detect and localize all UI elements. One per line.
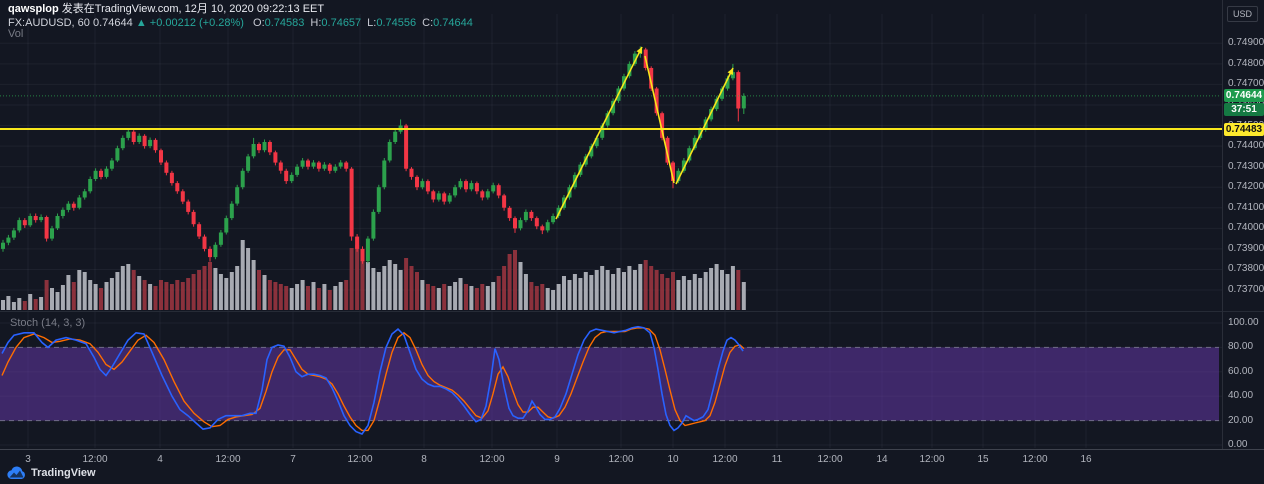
ohlc-value: 0.74556 bbox=[376, 17, 417, 29]
publication-info: 发表在TradingView.com, 12月 10, 2020 09:22:1… bbox=[61, 3, 325, 15]
time-axis-label: 14 bbox=[876, 454, 888, 465]
price-axis-label: 0.73800 bbox=[1228, 263, 1264, 275]
stoch-axis-label: 40.00 bbox=[1228, 390, 1254, 402]
time-axis-label: 4 bbox=[157, 454, 163, 465]
grid bbox=[0, 14, 1222, 448]
time-axis-label: 12:00 bbox=[479, 454, 505, 465]
ohlc-label: O: bbox=[253, 17, 265, 29]
stoch-axis-label: 80.00 bbox=[1228, 341, 1254, 353]
stoch-band bbox=[0, 346, 1219, 422]
publication-header: qawsplop 发表在TradingView.com, 12月 10, 202… bbox=[8, 3, 473, 30]
alert-line-price-badge: 0.74483 bbox=[1224, 122, 1264, 136]
symbol-ohlc-row: FX:AUDUSD, 60 0.74644 ▲ +0.00212 (+0.28%… bbox=[8, 17, 473, 30]
price-axis-label: 0.74800 bbox=[1228, 57, 1264, 69]
price-axis-label: 0.74200 bbox=[1228, 181, 1264, 193]
stoch-lines bbox=[1, 325, 745, 435]
ohlc-label: H: bbox=[310, 17, 322, 29]
candlestick-series[interactable] bbox=[1, 46, 746, 264]
price-axis-label: 0.74700 bbox=[1228, 78, 1264, 90]
tradingview-cloud-icon bbox=[7, 466, 25, 480]
price-axis-label: 0.74300 bbox=[1228, 160, 1264, 172]
stoch-axis-label: 60.00 bbox=[1228, 365, 1254, 377]
price-axis-label: 0.74000 bbox=[1228, 222, 1264, 234]
time-axis-label: 16 bbox=[1080, 454, 1092, 465]
stoch-axis-label: 0.00 bbox=[1228, 439, 1248, 450]
price-axis-label: 0.73900 bbox=[1228, 242, 1264, 254]
time-axis-label: 9 bbox=[554, 454, 560, 465]
trend-line-drawings[interactable] bbox=[555, 46, 734, 220]
time-axis-label: 3 bbox=[25, 454, 31, 465]
time-axis-label: 12:00 bbox=[712, 454, 738, 465]
last-price: 0.74644 bbox=[92, 17, 133, 29]
stoch-axis-label: 100.00 bbox=[1228, 317, 1259, 328]
ohlc-label: L: bbox=[367, 17, 377, 29]
volume-indicator-label[interactable]: Vol bbox=[8, 28, 24, 40]
stoch-indicator-label[interactable]: Stoch (14, 3, 3) bbox=[10, 317, 86, 329]
ohlc-value: 0.74657 bbox=[321, 17, 362, 29]
price-lines[interactable] bbox=[0, 95, 1222, 131]
time-axis-label: 8 bbox=[421, 454, 427, 465]
stoch-axis-label: 20.00 bbox=[1228, 414, 1254, 426]
currency-button[interactable]: USD bbox=[1227, 6, 1259, 22]
publication-byline: qawsplop 发表在TradingView.com, 12月 10, 202… bbox=[8, 3, 473, 16]
tradingview-logo-text: TradingView bbox=[31, 467, 96, 479]
time-axis-label: 15 bbox=[977, 454, 989, 465]
volume-bars[interactable] bbox=[1, 240, 746, 310]
time-axis[interactable]: 3 12:00 4 12:00 7 12:00 8 12:00 9 12:00 10 12:00 11 1… bbox=[0, 449, 1264, 468]
ohlc-label: C: bbox=[422, 17, 434, 29]
symbol-interval[interactable]: FX:AUDUSD, 60 bbox=[8, 17, 90, 29]
time-axis-label: 12:00 bbox=[82, 454, 108, 465]
time-axis-label: 12:00 bbox=[817, 454, 843, 465]
time-axis-label: 12:00 bbox=[608, 454, 634, 465]
up-arrow-icon: ▲ bbox=[135, 17, 147, 29]
last-price-badge: 0.74644 bbox=[1224, 89, 1264, 103]
ohlc-values: O:0.74583 H:0.74657 L:0.74556 C:0.74644 bbox=[247, 17, 473, 29]
tradingview-logo[interactable]: TradingView bbox=[7, 466, 96, 480]
author-username[interactable]: qawsplop bbox=[8, 3, 59, 15]
price-change: +0.00212 (+0.28%) bbox=[149, 17, 244, 29]
chart-canvas[interactable] bbox=[0, 0, 1264, 449]
time-axis-label: 10 bbox=[667, 454, 679, 465]
bar-countdown-badge: 37:51 bbox=[1224, 102, 1264, 116]
stoch-d-line bbox=[1, 327, 745, 432]
stoch-k-line bbox=[1, 325, 744, 435]
price-axis-label: 0.73700 bbox=[1228, 284, 1264, 296]
time-axis-label: 12:00 bbox=[215, 454, 241, 465]
price-axis-label: 0.74400 bbox=[1228, 140, 1264, 152]
price-axis-label: 0.74900 bbox=[1228, 37, 1264, 49]
price-axis-label: 0.74100 bbox=[1228, 201, 1264, 213]
time-axis-label: 12:00 bbox=[919, 454, 945, 465]
time-axis-label: 12:00 bbox=[347, 454, 373, 465]
ohlc-value: 0.74644 bbox=[433, 17, 473, 29]
ohlc-value: 0.74583 bbox=[264, 17, 305, 29]
time-axis-label: 12:00 bbox=[1022, 454, 1048, 465]
time-axis-label: 7 bbox=[290, 454, 296, 465]
price-axis[interactable]: USD 0.749000.748000.747000.746000.745000… bbox=[1222, 0, 1264, 450]
time-axis-label: 11 bbox=[771, 454, 783, 465]
